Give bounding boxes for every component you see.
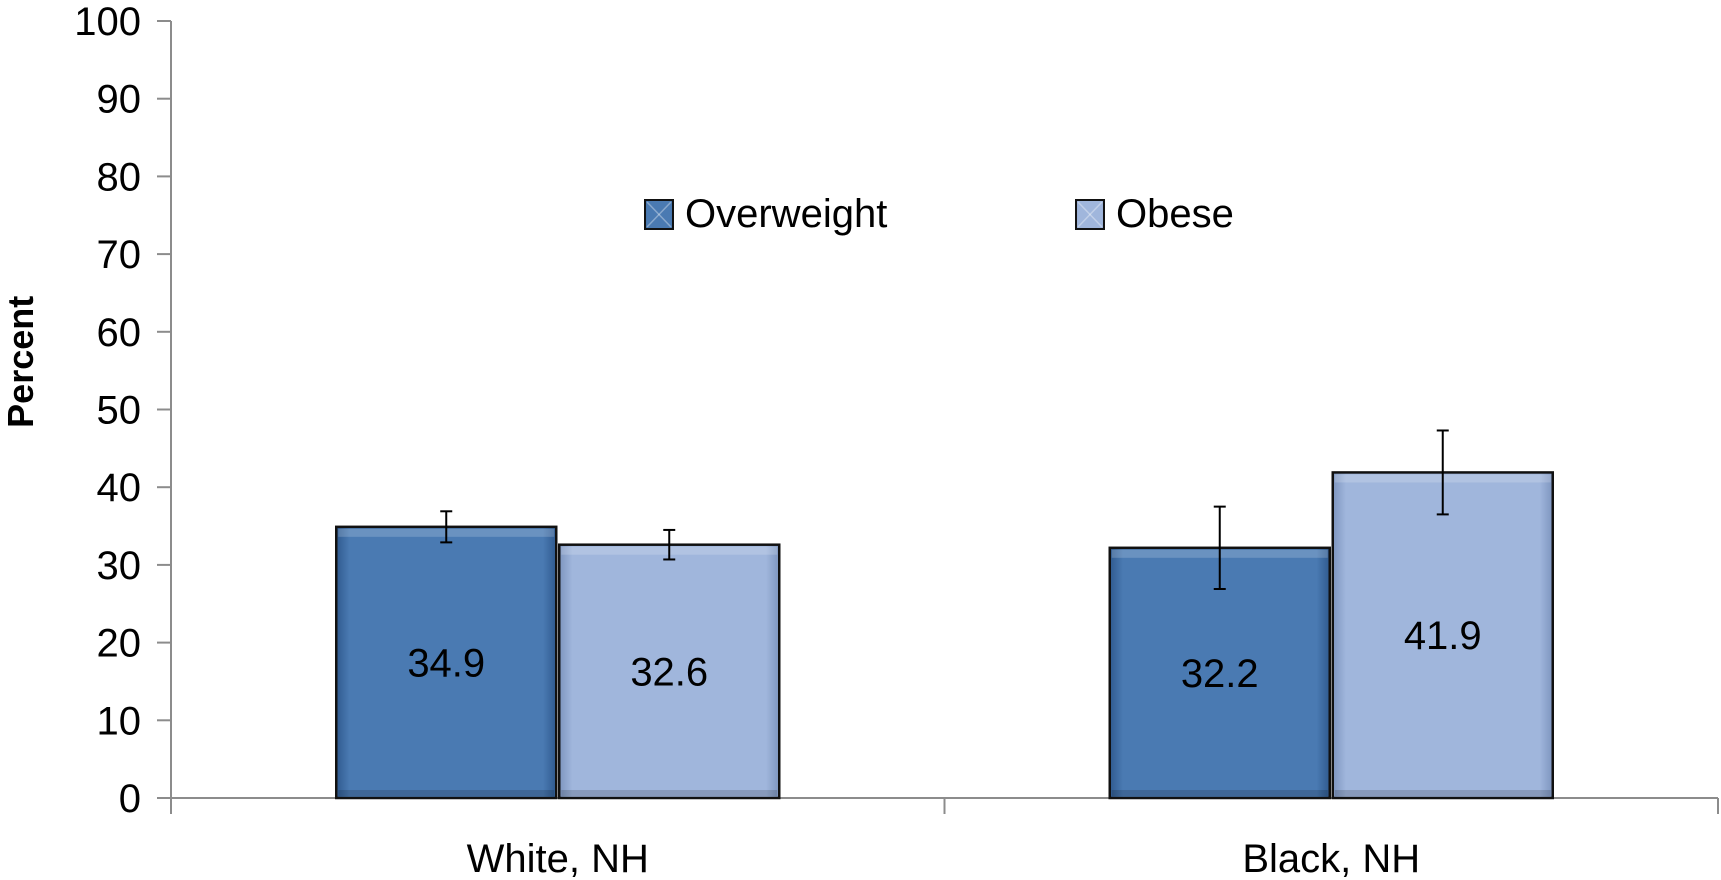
y-tick-label: 100 — [74, 0, 141, 44]
bar-bevel — [1334, 790, 1551, 796]
y-tick-label: 0 — [119, 777, 141, 821]
y-tick-label: 60 — [97, 311, 142, 355]
y-tick-label: 10 — [97, 699, 142, 743]
bar-bevel — [561, 790, 778, 796]
y-tick-label: 80 — [97, 155, 142, 199]
bar-obese — [1331, 471, 1554, 800]
y-tick-label: 40 — [97, 466, 142, 510]
y-tick-label: 30 — [97, 544, 142, 588]
legend-label: Overweight — [685, 192, 887, 236]
bar-bevel — [1111, 790, 1328, 796]
y-tick-label: 50 — [97, 389, 142, 433]
bar-overweight — [335, 525, 558, 800]
legend-swatch-obese — [1075, 199, 1105, 230]
y-tick-label: 90 — [97, 78, 142, 122]
legend-label: Obese — [1116, 192, 1234, 236]
legend-swatch-bevel — [1077, 201, 1103, 228]
y-axis-title: Percent — [0, 296, 41, 428]
bar-bevel — [338, 790, 555, 796]
data-label: 41.9 — [1404, 614, 1482, 658]
data-label: 34.9 — [407, 641, 485, 685]
x-category-label: Black, NH — [1242, 837, 1420, 880]
legend-swatch-overweight — [644, 199, 674, 230]
data-label: 32.2 — [1181, 652, 1259, 696]
data-label: 32.6 — [630, 650, 708, 694]
y-tick-label: 20 — [97, 622, 142, 666]
legend-swatch-bevel — [1077, 201, 1103, 228]
y-tick-label: 70 — [97, 233, 142, 277]
legend-swatch-bevel — [646, 201, 672, 228]
legend-swatch-bevel — [646, 201, 672, 228]
x-category-label: White, NH — [467, 837, 649, 880]
